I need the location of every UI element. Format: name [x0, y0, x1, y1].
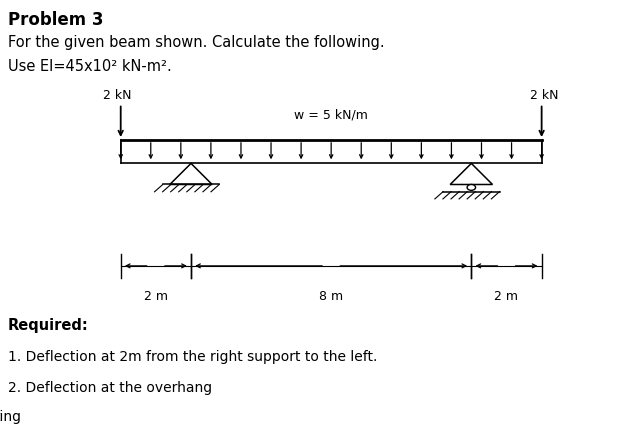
Text: 2 kN: 2 kN: [530, 89, 559, 102]
Text: 8 m: 8 m: [319, 289, 343, 302]
Text: Problem 3: Problem 3: [8, 11, 103, 29]
Text: For the given beam shown. Calculate the following.: For the given beam shown. Calculate the …: [8, 35, 384, 50]
Text: 2 kN: 2 kN: [103, 89, 132, 102]
Text: Required:: Required:: [8, 317, 89, 332]
Bar: [121, 141, 542, 164]
Text: 2. Deflection at the overhang: 2. Deflection at the overhang: [8, 380, 212, 394]
Text: 2 m: 2 m: [144, 289, 168, 302]
Polygon shape: [170, 164, 212, 185]
Text: Use EI=45x10² kN-m².: Use EI=45x10² kN-m².: [8, 59, 172, 74]
Polygon shape: [450, 164, 493, 185]
Text: 1. Deflection at 2m from the right support to the left.: 1. Deflection at 2m from the right suppo…: [8, 349, 378, 363]
Circle shape: [467, 185, 475, 191]
Text: w = 5 kN/m: w = 5 kN/m: [294, 109, 368, 121]
Text: ting: ting: [0, 409, 22, 423]
Text: 2 m: 2 m: [495, 289, 519, 302]
